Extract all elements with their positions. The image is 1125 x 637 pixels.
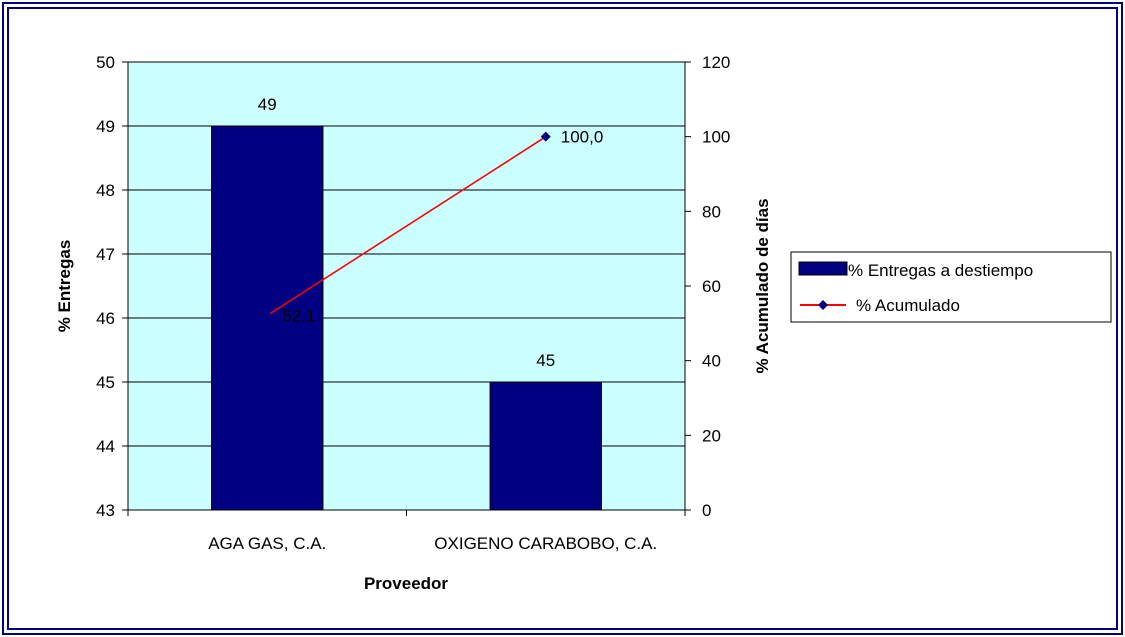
axis-ticks: 43 44 45 46 47 48 49 50 0 20 40 60 80 100 120 AGA GAS, … — [96, 53, 730, 553]
y-left-tick-label: 48 — [96, 181, 115, 200]
y-right-tick-label: 20 — [702, 426, 721, 445]
x-tick-label: OXIGENO CARABOBO, C.A. — [434, 534, 657, 553]
line-data-label: 100,0 — [561, 128, 604, 147]
y-right-tick-label: 80 — [702, 202, 721, 221]
line-marker — [262, 310, 273, 321]
bar-data-label: 45 — [536, 351, 555, 370]
legend: % Entregas a destiempo % Acumulado — [790, 251, 1112, 323]
y-left-tick-label: 49 — [96, 117, 115, 136]
y-left-axis-title: % Entregas — [55, 240, 74, 333]
y-left-tick-label: 46 — [96, 309, 115, 328]
x-axis-title: Proveedor — [364, 574, 448, 593]
legend-swatch-bar — [798, 261, 848, 276]
y-left-tick-label: 43 — [96, 501, 115, 520]
y-right-tick-label: 0 — [702, 501, 711, 520]
legend-marker-icon — [818, 300, 828, 310]
y-left-tick-label: 50 — [96, 53, 115, 72]
y-right-tick-label: 100 — [702, 128, 730, 147]
chart-inner-frame — [7, 7, 1118, 630]
y-right-tick-label: 40 — [702, 352, 721, 371]
data-labels: 49 45 52,1 100,0 — [258, 95, 604, 370]
line-data-label: 52,1 — [282, 306, 315, 325]
y-left-tick-label: 47 — [96, 245, 115, 264]
y-right-tick-label: 60 — [702, 277, 721, 296]
y-left-tick-label: 44 — [96, 437, 115, 456]
line-marker — [540, 131, 551, 142]
bar — [489, 381, 602, 511]
y-left-tick-label: 45 — [96, 373, 115, 392]
y-right-tick-label: 120 — [702, 53, 730, 72]
legend-label-line: % Acumulado — [856, 296, 960, 315]
x-tick-label: AGA GAS, C.A. — [208, 534, 326, 553]
cumulative-line — [266, 135, 547, 317]
legend-label-bar: % Entregas a destiempo — [848, 261, 1033, 280]
y-right-axis-title: % Acumulado de días — [753, 198, 772, 373]
line-series — [262, 131, 551, 321]
bar-data-label: 49 — [258, 95, 277, 114]
